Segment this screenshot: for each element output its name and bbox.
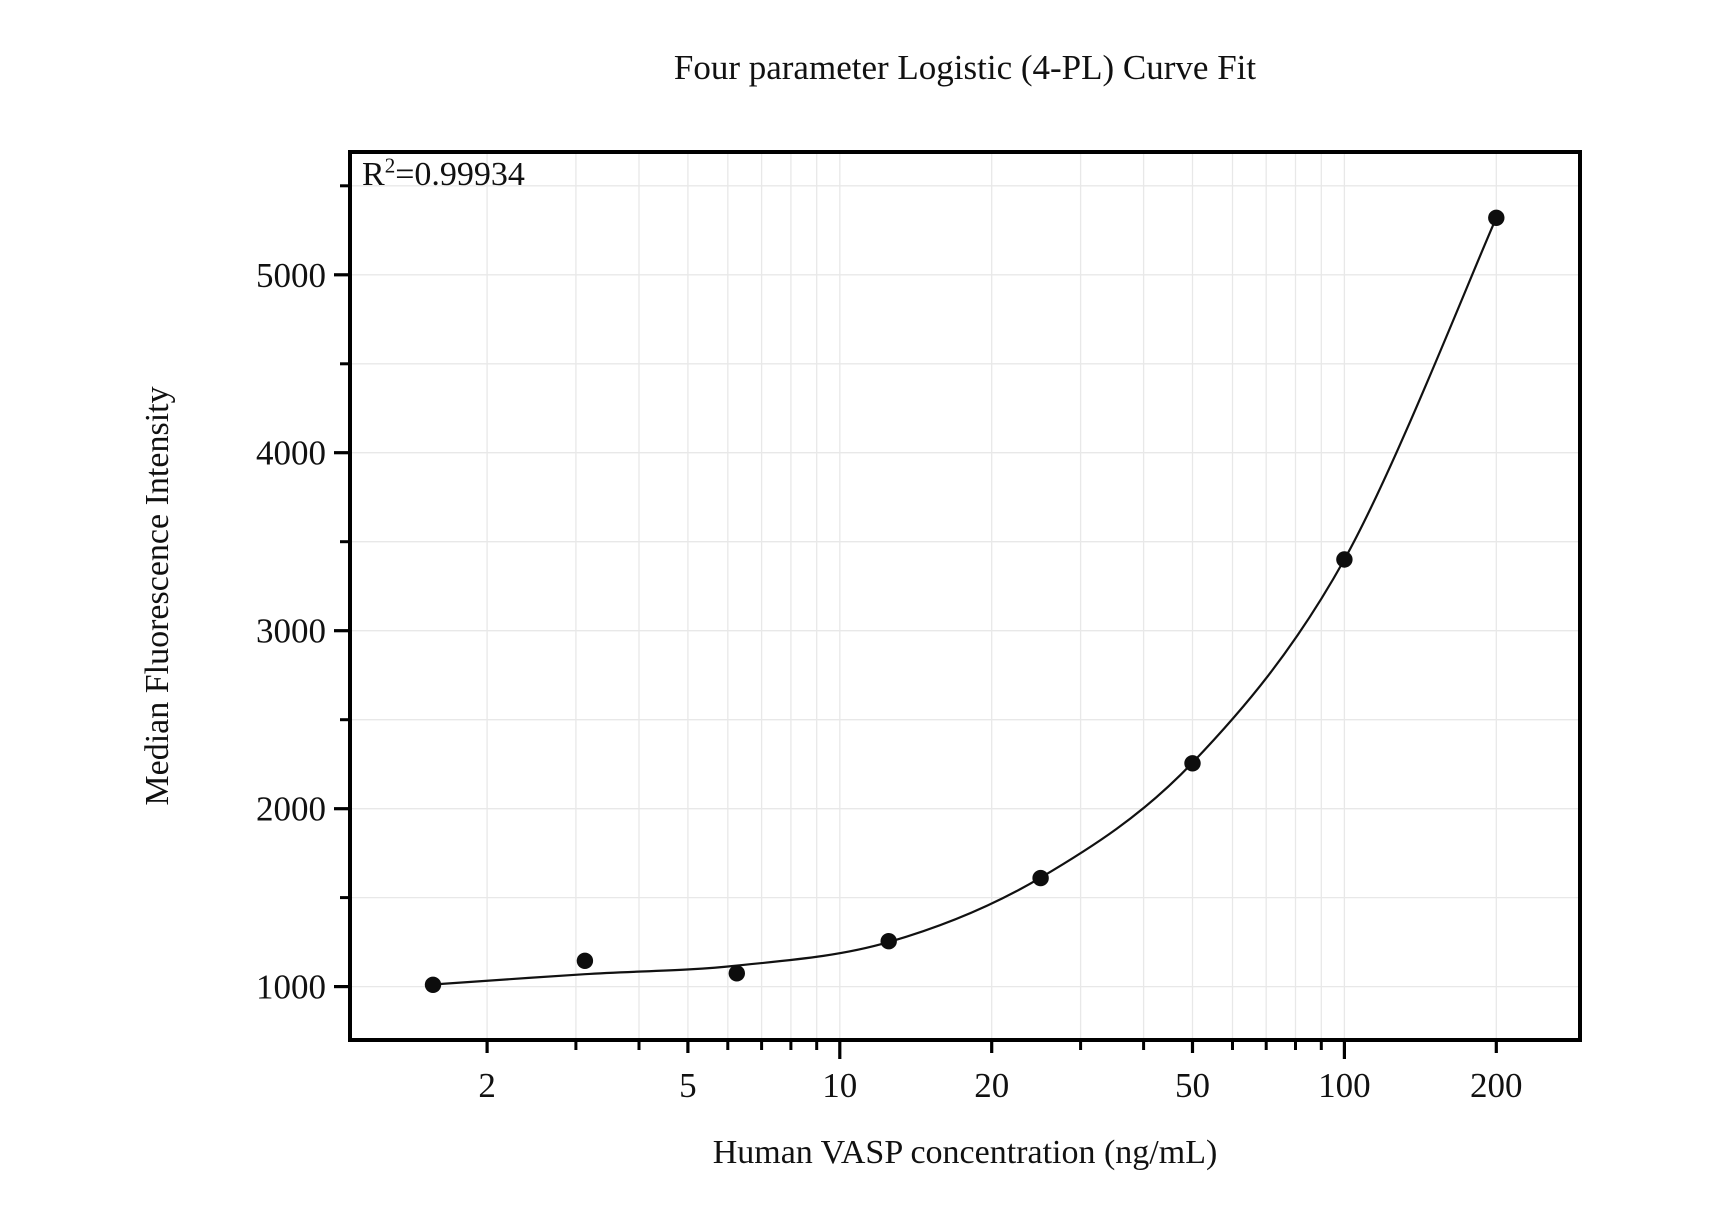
r-squared-exponent: 2 — [384, 153, 396, 178]
x-tick-label-5: 5 — [679, 1066, 697, 1105]
x-tick-label-100: 100 — [1318, 1066, 1371, 1105]
data-point-12.5 — [880, 933, 897, 950]
r-squared-equals: = — [395, 156, 415, 193]
data-point-25 — [1032, 869, 1049, 887]
y-axis-title: Median Fluorescence Intensity — [139, 386, 176, 806]
data-point-50 — [1184, 755, 1201, 772]
x-tick-label-20: 20 — [974, 1066, 1009, 1105]
y-tick-label-2000: 2000 — [256, 790, 326, 829]
data-point-1.5625 — [424, 976, 442, 993]
y-tick-label-5000: 5000 — [256, 256, 326, 295]
chart-title: Four parameter Logistic (4-PL) Curve Fit — [673, 48, 1257, 87]
x-tick-label-2: 2 — [478, 1066, 496, 1105]
x-tick-label-200: 200 — [1470, 1066, 1523, 1105]
data-point-200 — [1488, 209, 1505, 226]
y-tick-label-4000: 4000 — [256, 434, 326, 473]
r-squared-value: 0.99934 — [414, 156, 525, 193]
plot-frame — [348, 150, 1582, 1042]
y-tick-label-3000: 3000 — [256, 612, 326, 651]
fit-curve — [432, 217, 1498, 986]
y-tick-label-1000: 1000 — [256, 968, 326, 1007]
r-squared-symbol: R — [362, 156, 385, 193]
r-squared-annotation: R2=0.99934 — [362, 153, 525, 194]
data-point-3.125 — [576, 952, 594, 969]
data-point-6.25 — [728, 965, 745, 982]
x-tick-label-50: 50 — [1175, 1066, 1210, 1105]
x-axis-title: Human VASP concentration (ng/mL) — [712, 1134, 1218, 1171]
x-tick-label-10: 10 — [822, 1066, 857, 1105]
data-point-100 — [1336, 551, 1353, 568]
